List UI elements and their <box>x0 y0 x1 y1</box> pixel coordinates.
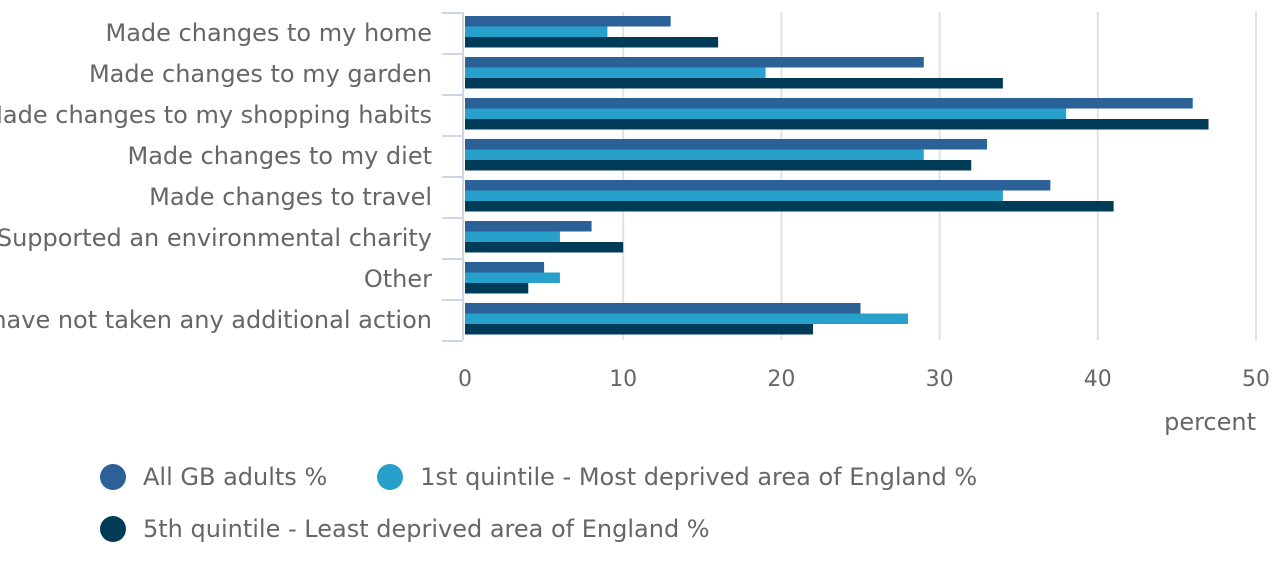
legend-label: 1st quintile - Most deprived area of Eng… <box>420 463 978 491</box>
bar <box>465 139 988 150</box>
bar <box>465 37 719 48</box>
bar <box>465 26 608 37</box>
category-label: Made changes to my diet <box>127 142 432 170</box>
bar <box>465 262 545 273</box>
legend-item-all-gb: All GB adults % <box>100 463 327 491</box>
legend-marker <box>100 516 126 542</box>
x-tick-label: 10 <box>609 367 637 392</box>
category-axis <box>442 12 464 342</box>
bar <box>465 98 1193 109</box>
bar <box>465 160 972 171</box>
bar <box>465 242 624 253</box>
bar <box>465 201 1114 212</box>
x-tick-label: 50 <box>1242 367 1270 392</box>
bar <box>465 272 560 283</box>
legend-item-1st-quintile: 1st quintile - Most deprived area of Eng… <box>377 463 977 491</box>
category-label: Made changes to my home <box>106 19 432 47</box>
bar <box>465 313 908 324</box>
bar <box>465 149 924 160</box>
bar <box>465 57 924 68</box>
bar <box>465 324 814 335</box>
legend-label: All GB adults % <box>143 463 328 491</box>
bar <box>465 16 671 27</box>
legend-marker <box>100 464 126 490</box>
bar <box>465 180 1051 191</box>
legend-item-5th-quintile: 5th quintile - Least deprived area of En… <box>100 515 710 543</box>
bar <box>465 303 861 314</box>
category-label: Made changes to my shopping habits <box>0 101 432 129</box>
tick-labels: 0 10 20 30 40 50 <box>458 367 1270 392</box>
legend-marker <box>377 464 404 490</box>
bar <box>465 108 1067 119</box>
bar <box>465 231 560 242</box>
bar <box>465 78 1003 89</box>
bar <box>465 283 529 294</box>
category-label: I have not taken any additional action <box>0 306 432 334</box>
x-tick-label: 40 <box>1084 367 1112 392</box>
bar <box>465 67 766 78</box>
x-axis-title: percent <box>1164 408 1256 436</box>
bar <box>465 190 1003 201</box>
legend: All GB adults % 1st quintile - Most depr… <box>100 462 1260 566</box>
category-label: Other <box>364 265 432 293</box>
bar <box>465 221 592 232</box>
x-tick-label: 20 <box>767 367 795 392</box>
legend-label: 5th quintile - Least deprived area of En… <box>143 515 710 543</box>
bar <box>465 119 1209 130</box>
bar-chart: Made changes to my home Made changes to m… <box>0 12 1270 436</box>
x-tick-label: 30 <box>926 367 954 392</box>
x-tick-label: 0 <box>458 367 472 392</box>
category-label: Made changes to my garden <box>89 60 432 88</box>
category-labels: Made changes to my home Made changes to m… <box>0 19 432 334</box>
category-label: Supported an environmental charity <box>0 224 432 252</box>
bars <box>465 16 1209 335</box>
category-label: Made changes to travel <box>149 183 432 211</box>
